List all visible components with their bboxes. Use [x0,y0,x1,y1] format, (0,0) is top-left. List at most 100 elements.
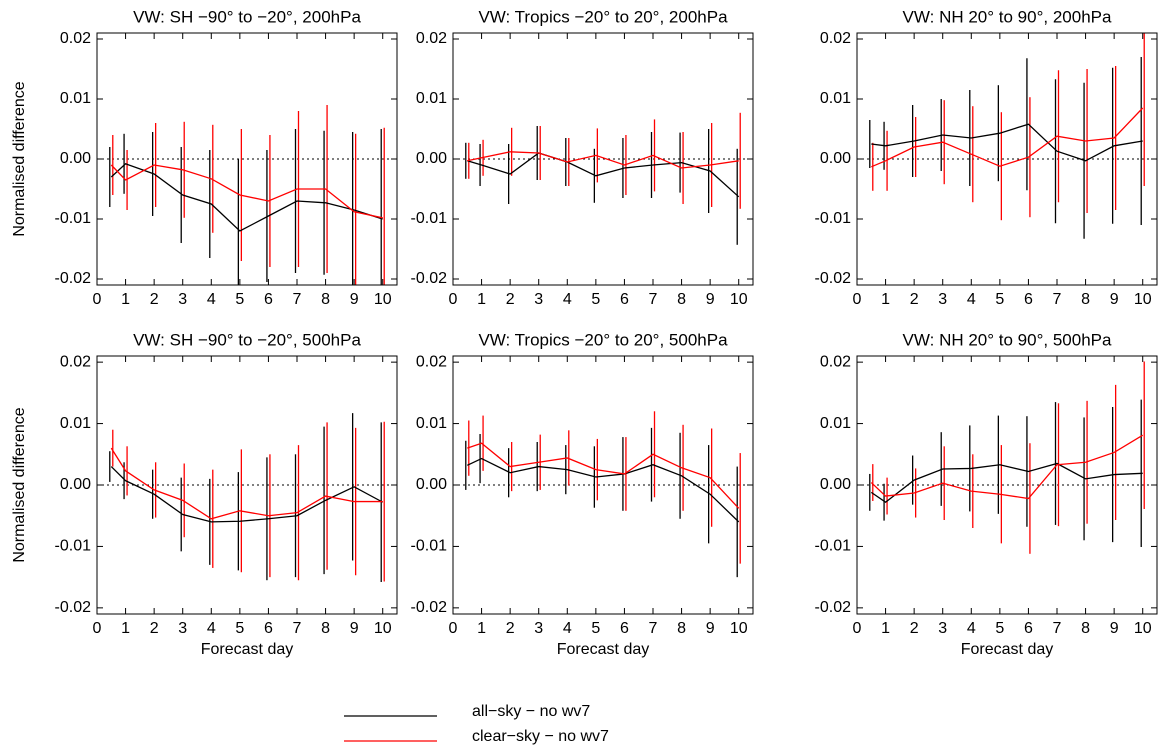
y-axis-label: Normalised difference [11,81,28,236]
x-tick-label: 8 [677,291,686,308]
x-tick-label: 3 [938,620,947,637]
x-tick-label: 4 [563,291,572,308]
y-tick-label: -0.01 [815,210,852,227]
y-tick-label: 0.02 [60,30,91,47]
x-tick-label: 10 [374,620,392,637]
x-axis-label: Forecast day [961,641,1053,658]
legend-label: clear−sky − no wv7 [472,728,609,745]
y-tick-label: -0.02 [815,270,852,287]
x-tick-label: 5 [995,291,1004,308]
x-tick-label: 9 [706,291,715,308]
panel: VW: NH 20° to 90°, 500hPa Forecast day -0.… [815,330,1158,658]
plot-frame [452,355,754,615]
x-tick-label: 4 [207,620,216,637]
panel: VW: NH 20° to 90°, 200hPa -0.02 -0.01 0.00 0… [815,7,1158,308]
x-tick-label: 8 [321,291,330,308]
x-tick-label: 0 [93,620,102,637]
y-tick-label: -0.02 [55,599,92,616]
x-tick-label: 8 [321,620,330,637]
plot-frame [856,355,1158,615]
panel-title: VW: SH −90° to −20°, 500hPa [133,330,361,349]
y-tick-label: -0.02 [411,599,448,616]
y-tick-label: 0.02 [416,353,447,370]
y-tick-label: 0.00 [416,150,447,167]
x-tick-label: 10 [1134,291,1152,308]
x-tick-label: 5 [235,291,244,308]
x-tick-label: 6 [620,620,629,637]
x-tick-label: 0 [93,291,102,308]
panel-title: VW: Tropics −20° to 20°, 500hPa [478,330,728,349]
series-line: all−sky − no wv7 [467,152,740,198]
panel: VW: SH −90° to −20°, 200hPa Normalised di… [11,7,398,308]
x-tick-label: 3 [534,291,543,308]
y-tick-label: 0.01 [416,90,447,107]
y-tick-label: 0.01 [60,415,91,432]
legend-label: all−sky − no wv7 [472,703,590,720]
y-tick-label: 0.00 [60,150,91,167]
x-tick-label: 1 [477,291,486,308]
x-tick-label: 10 [730,620,748,637]
x-tick-label: 2 [910,291,919,308]
panel: VW: SH −90° to −20°, 500hPa Normalised di… [11,330,398,658]
x-tick-label: 4 [563,620,572,637]
plot-frame [96,32,398,286]
y-tick-label: 0.00 [416,476,447,493]
x-tick-label: 9 [1110,620,1119,637]
y-tick-label: -0.01 [411,210,448,227]
series-line: all−sky − no wv7 [110,466,384,523]
x-tick-label: 2 [150,291,159,308]
x-tick-label: 2 [506,620,515,637]
x-tick-label: 8 [1081,620,1090,637]
x-tick-label: 1 [121,291,130,308]
x-tick-label: 1 [881,620,890,637]
y-tick-label: 0.02 [820,353,851,370]
x-tick-label: 7 [293,291,302,308]
y-tick-label: 0.02 [60,353,91,370]
panel: VW: Tropics −20° to 20°, 200hPa -0.02 -0.0… [411,7,754,308]
y-tick-label: -0.01 [815,538,852,555]
x-tick-label: 7 [1053,620,1062,637]
x-tick-label: 4 [207,291,216,308]
y-tick-label: 0.02 [820,30,851,47]
y-tick-label: -0.02 [815,599,852,616]
x-tick-label: 3 [178,291,187,308]
x-tick-label: 8 [677,620,686,637]
x-tick-label: 0 [853,291,862,308]
x-tick-label: 5 [591,620,600,637]
x-tick-label: 4 [967,620,976,637]
x-tick-label: 2 [150,620,159,637]
series-line: clear−sky − no wv7 [467,151,739,169]
series-line: clear−sky − no wv7 [467,442,740,509]
x-tick-label: 3 [938,291,947,308]
x-tick-label: 6 [264,620,273,637]
y-tick-label: 0.01 [820,415,851,432]
series-line: clear−sky − no wv7 [871,107,1144,168]
x-tick-label: 6 [264,291,273,308]
legend: all−sky − no wv7 clear−sky − no wv7 [344,703,609,745]
plot-frame [856,32,1158,286]
series-line: all−sky − no wv7 [467,457,740,523]
x-tick-label: 7 [293,620,302,637]
panel-title: VW: NH 20° to 90°, 200hPa [903,7,1112,26]
x-tick-label: 8 [1081,291,1090,308]
x-tick-label: 6 [1024,291,1033,308]
x-tick-label: 6 [1024,620,1033,637]
x-tick-label: 2 [506,291,515,308]
series-line: all−sky − no wv7 [870,462,1143,504]
y-tick-label: -0.02 [411,270,448,287]
x-tick-label: 9 [350,620,359,637]
x-tick-label: 1 [881,291,890,308]
x-tick-label: 7 [649,620,658,637]
x-tick-label: 2 [910,620,919,637]
x-tick-label: 0 [449,291,458,308]
series-line: all−sky − no wv7 [871,123,1143,162]
x-tick-label: 1 [477,620,486,637]
plot-frame [452,32,754,286]
x-tick-label: 0 [449,620,458,637]
plot-frame [96,355,398,615]
y-tick-label: 0.02 [416,30,447,47]
x-tick-label: 9 [706,620,715,637]
